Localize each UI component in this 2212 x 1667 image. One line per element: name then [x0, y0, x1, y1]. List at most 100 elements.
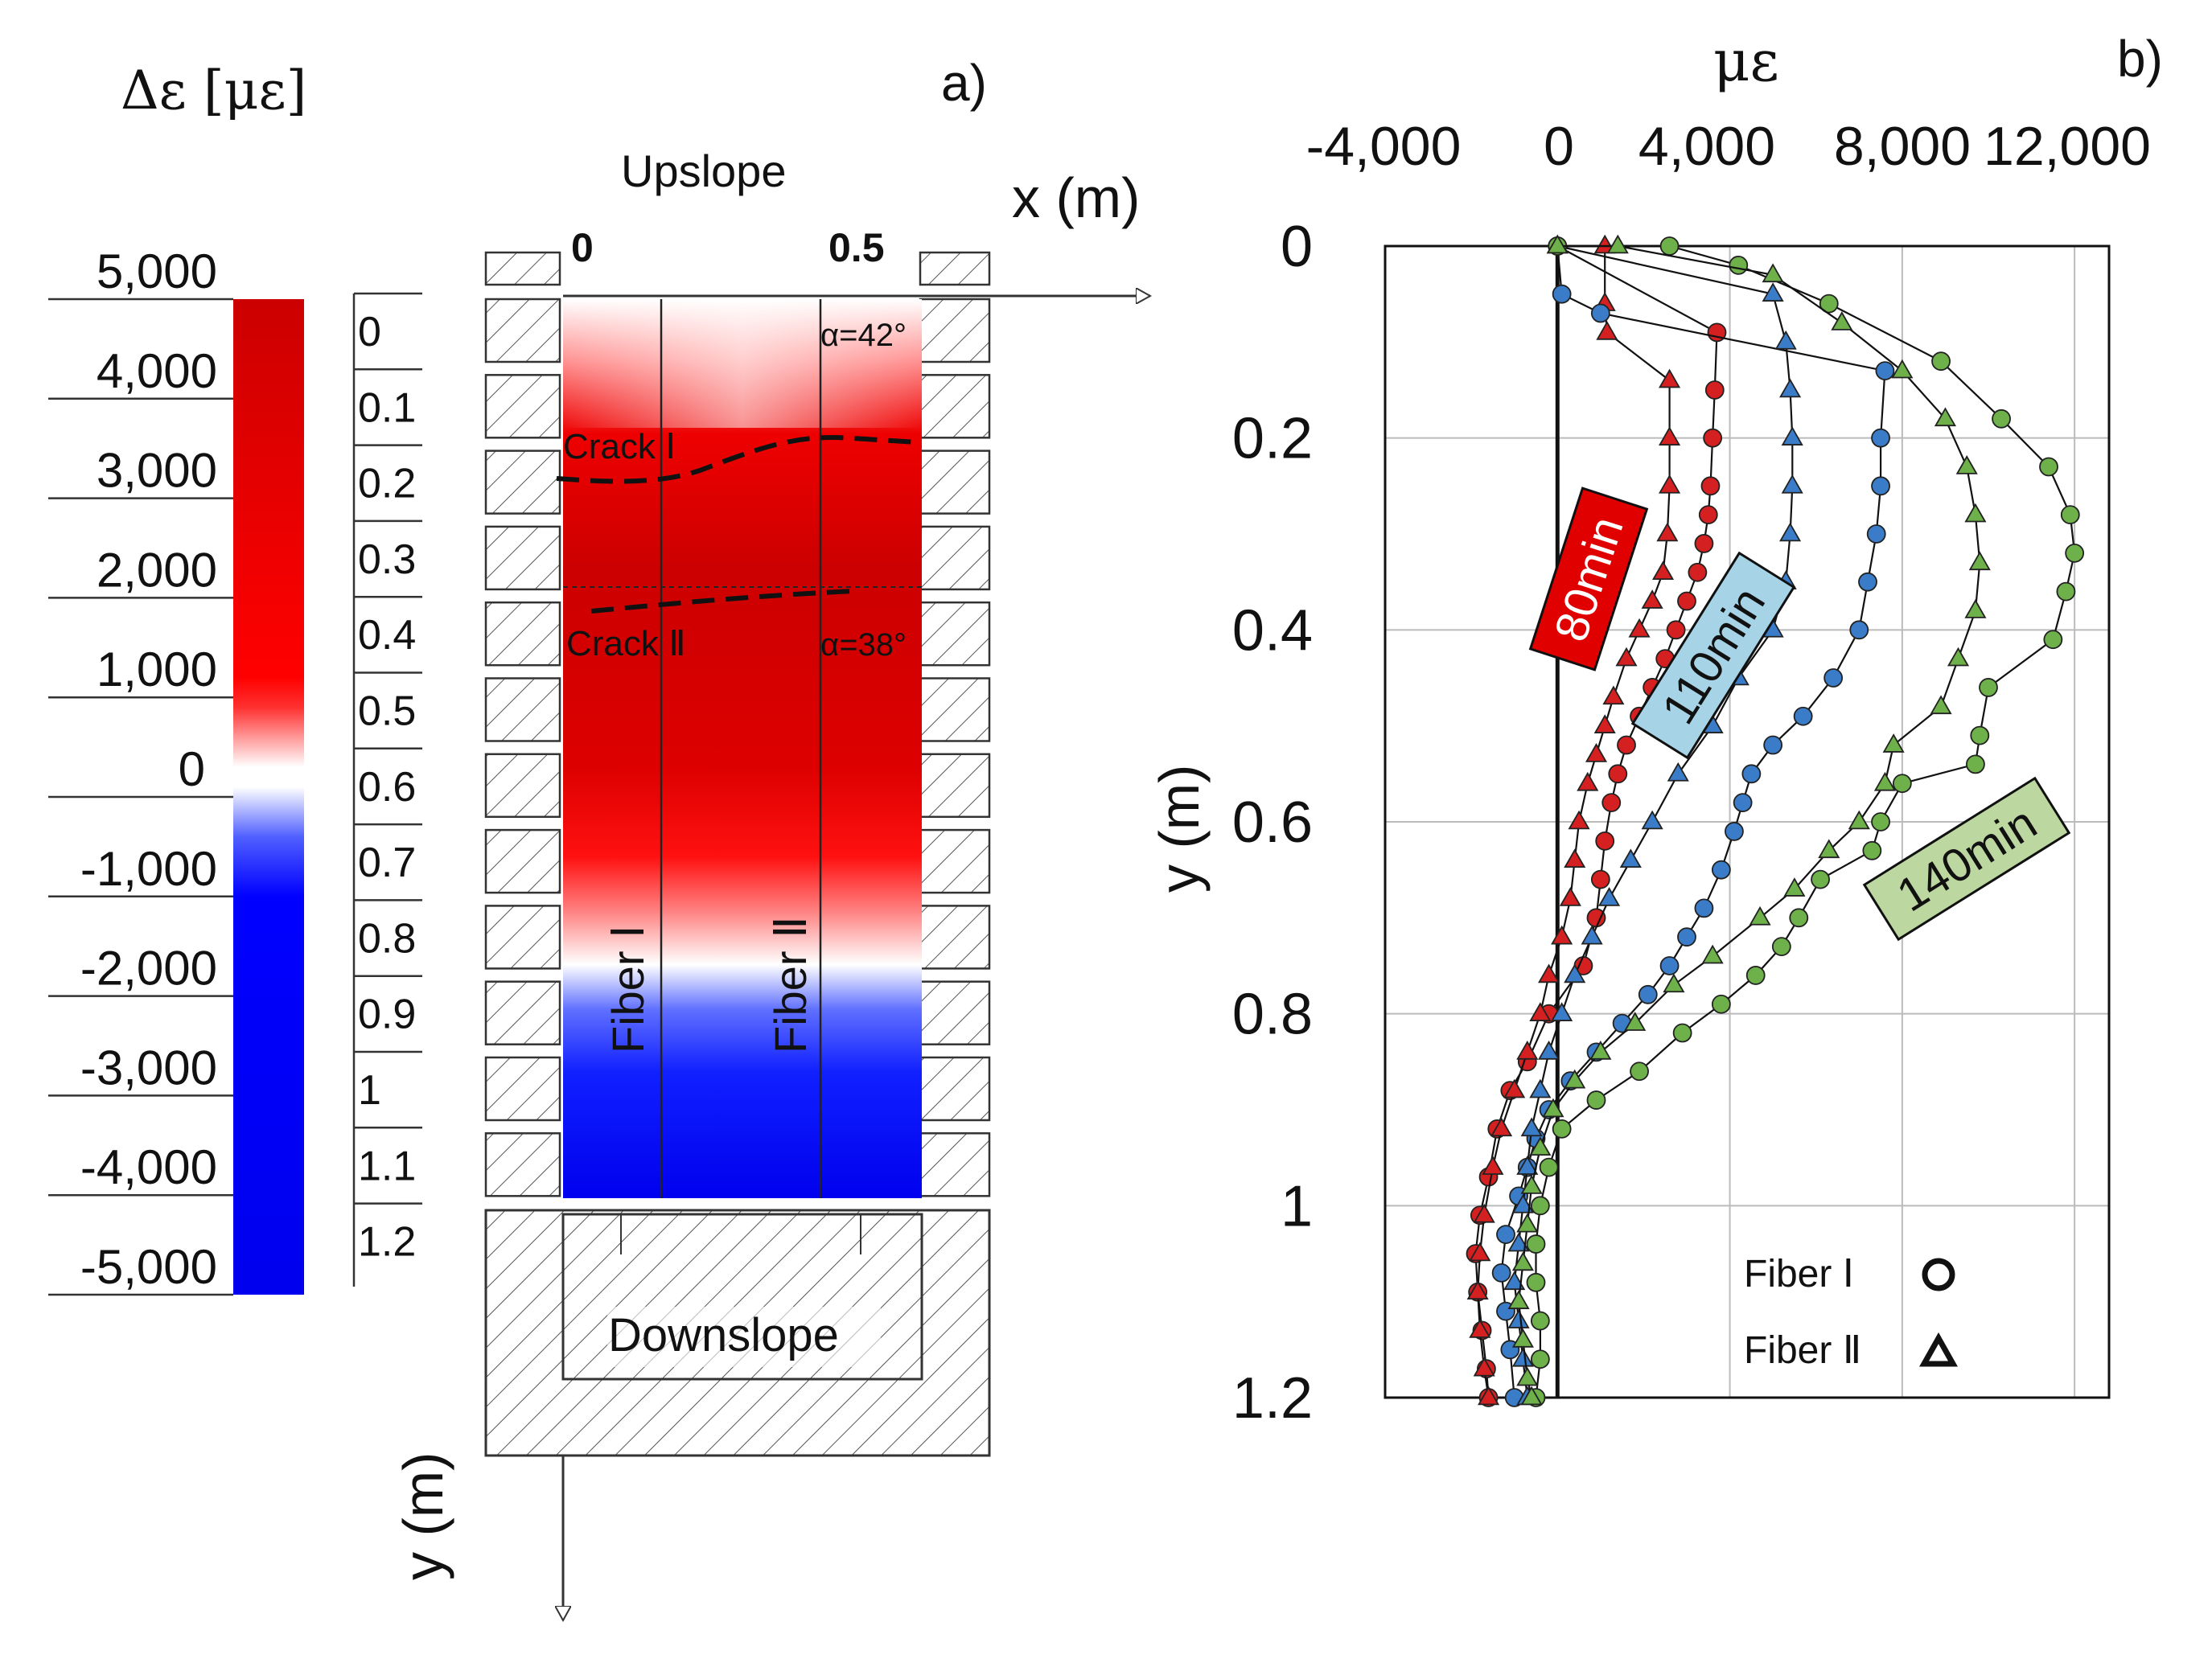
data-point-triangle	[1577, 771, 1599, 791]
data-point-triangle	[1511, 1328, 1534, 1348]
data-point-triangle	[1546, 234, 1569, 254]
data-point-triangle	[1624, 1012, 1647, 1031]
data-point-triangle	[1781, 474, 1803, 494]
colorbar-ticks: 5,000 4,000 3,000 2,000 1,000 0 -1,000 -2,000 -3…	[48, 244, 233, 1296]
fiber-2-label: Fiber Ⅱ	[765, 916, 816, 1053]
colorbar-tick-label: 2,000	[97, 543, 217, 597]
data-point-triangle	[1503, 1078, 1526, 1098]
data-point-triangle	[1559, 887, 1581, 906]
data-point-circle	[1966, 754, 1985, 774]
box-110min-rect	[1630, 551, 1796, 760]
data-point-triangle	[1520, 1175, 1543, 1194]
colorbar-tick-label: 4,000	[97, 344, 217, 398]
left-hatched-block	[484, 450, 561, 515]
x-tick-label: 8,000	[1834, 116, 1971, 177]
colorbar-tick-label: 3,000	[97, 444, 217, 498]
legend: Fiber Ⅰ Fiber Ⅱ	[1744, 1253, 1958, 1372]
data-point-triangle	[1516, 1213, 1539, 1233]
data-point-circle	[1672, 1023, 1692, 1043]
data-point-triangle	[1964, 599, 1987, 618]
left-hatched-block	[484, 374, 561, 439]
legend-circle-marker	[1922, 1258, 1955, 1291]
data-point-triangle	[1659, 474, 1681, 494]
data-point-triangle	[1656, 522, 1679, 542]
data-point-triangle	[1934, 407, 1956, 427]
data-point-triangle	[1955, 455, 1978, 474]
data-point-circle	[1552, 1119, 1572, 1139]
data-point-circle	[1703, 428, 1723, 448]
data-point-circle	[1694, 534, 1714, 553]
x-tick-05: 0.5	[828, 225, 885, 270]
data-point-circle	[1659, 236, 1680, 256]
data-point-triangle	[1628, 618, 1651, 638]
colorbar-tick-label: 0	[179, 742, 205, 796]
legend-triangle-marker	[1919, 1332, 1958, 1367]
x-axis-label: x (m)	[1012, 166, 1140, 229]
data-point-circle	[1892, 774, 1912, 794]
data-point-circle	[1595, 831, 1615, 851]
box-140min: 140min	[1862, 776, 2071, 942]
depth-scale-label: 0.7	[358, 840, 416, 886]
data-point-triangle	[1831, 311, 1853, 331]
data-point-triangle	[1615, 647, 1638, 667]
data-point-triangle	[1542, 1098, 1564, 1118]
data-point-triangle	[1482, 1156, 1504, 1175]
depth-scale-label: 0.9	[358, 992, 416, 1038]
data-point-triangle	[1538, 1040, 1560, 1060]
data-point-triangle	[1564, 1069, 1586, 1089]
data-point-circle	[1711, 860, 1731, 880]
crack-1-line	[556, 435, 918, 484]
depth-scale-label: 0.8	[358, 915, 416, 962]
data-point-circle	[1771, 937, 1791, 957]
data-point-triangle	[1818, 839, 1840, 859]
panel-a: Δε [με] 5,000 4,000 3,000 2,000 1,000 0 -1,000…	[48, 54, 1150, 1620]
data-point-circle	[1530, 1196, 1550, 1216]
data-point-triangle	[1593, 234, 1616, 254]
data-point-circle	[1811, 869, 1830, 889]
x-tick-0: 0	[571, 225, 594, 270]
y-tick-label: 0	[1281, 215, 1313, 279]
right-hatched-block	[919, 298, 991, 363]
data-point-circle	[2043, 630, 2063, 650]
chart-x-axis-label: με	[1713, 28, 1779, 94]
data-point-circle	[1586, 1090, 1606, 1110]
data-point-triangle	[1701, 944, 1724, 964]
depth-scale-label: 0	[358, 309, 381, 355]
data-point-circle	[1733, 793, 1753, 813]
colorbar	[233, 299, 304, 1295]
panel-b-label: b)	[2117, 30, 2163, 88]
data-point-triangle	[1779, 378, 1802, 398]
data-point-triangle	[1641, 589, 1663, 609]
box-80min: 80min	[1528, 487, 1649, 671]
plot-area	[1384, 244, 2111, 1399]
data-point-circle	[1491, 1263, 1511, 1283]
data-point-circle	[1745, 966, 1766, 985]
data-point-triangle	[1529, 1078, 1552, 1098]
depth-scale-label: 0.3	[358, 536, 416, 583]
data-point-triangle	[1762, 282, 1784, 302]
data-point-triangle	[1511, 1347, 1534, 1367]
data-point-circle	[1763, 735, 1783, 755]
data-point-circle	[1725, 822, 1744, 841]
data-point-triangle	[1585, 743, 1608, 762]
top-right-block	[919, 251, 991, 286]
left-hatched-block	[484, 677, 561, 742]
data-point-triangle	[1568, 810, 1590, 830]
series-4	[1526, 236, 2085, 1407]
right-hatched-block	[919, 450, 991, 515]
x-tick-label: 12,000	[1984, 116, 2151, 177]
data-point-circle	[1700, 476, 1721, 496]
colorbar-tick-label: -3,000	[80, 1041, 217, 1094]
data-point-circle	[1698, 505, 1718, 525]
colorbar-tick-label: 1,000	[97, 643, 217, 696]
data-point-triangle	[1596, 320, 1618, 340]
data-point-circle	[1871, 476, 1890, 496]
left-hatched-block	[484, 905, 561, 970]
alpha-2-label: α=38°	[820, 627, 907, 663]
depth-scale-label: 0.4	[358, 612, 416, 659]
data-point-triangle	[1598, 887, 1621, 906]
legend-fiber-2: Fiber Ⅱ	[1744, 1329, 1861, 1372]
crack-2-label: Crack Ⅱ	[566, 624, 686, 663]
data-point-triangle	[1551, 925, 1573, 945]
